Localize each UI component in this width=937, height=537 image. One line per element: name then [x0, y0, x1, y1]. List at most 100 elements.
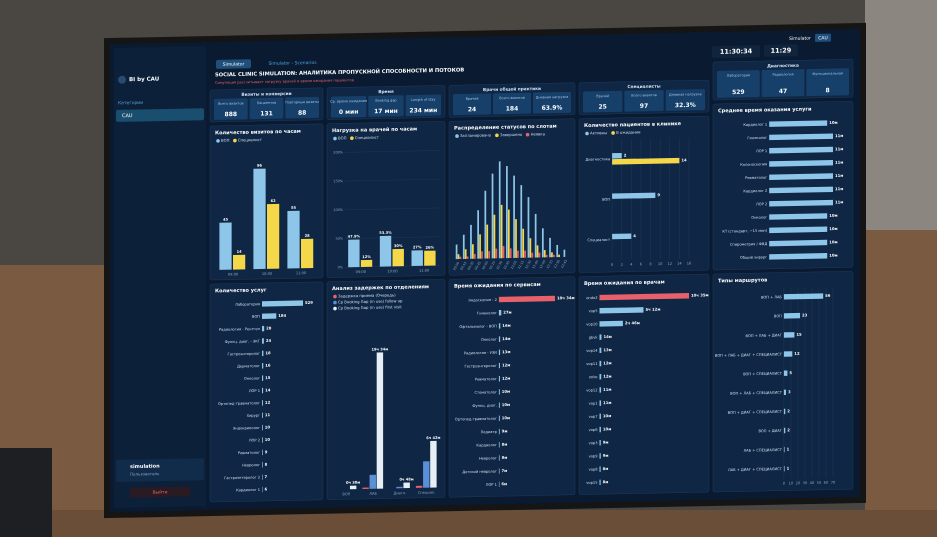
value-label: 16 — [265, 363, 271, 368]
category-label: Ортопед-травматолог — [218, 401, 260, 406]
category-label: Эндоскопия - 2 — [468, 298, 497, 303]
value-label: 10м — [603, 413, 611, 418]
value-label: 12м — [603, 374, 611, 379]
x-tick-label: 60 — [824, 481, 829, 485]
category-label: ВОП + ЛАБ + ДИАГ + СПЕЦИАЛИСТ — [715, 352, 783, 357]
bar — [520, 185, 523, 258]
bar — [464, 249, 467, 259]
x-tick-label: 0 — [783, 482, 786, 486]
value-label: 2ч 46м — [625, 320, 640, 325]
value-label: 10м — [829, 226, 837, 231]
category-label: Кардиолог 1 — [743, 123, 767, 127]
value-label: 5ч 12м — [645, 307, 660, 312]
bar — [488, 251, 491, 259]
value-label: 10м — [829, 213, 837, 218]
value-label: 8м — [603, 479, 609, 484]
x-tick-label: 10:00 — [262, 272, 273, 276]
x-tick-label: 11:30 — [524, 260, 532, 270]
category-label: ВОП — [602, 198, 610, 202]
kpi-card — [493, 92, 531, 115]
bar — [769, 239, 828, 247]
sidebar — [114, 46, 206, 508]
bar — [612, 233, 632, 240]
bar — [769, 253, 828, 260]
value-label: 10м — [829, 253, 837, 258]
bar — [498, 455, 500, 461]
bar — [549, 237, 551, 258]
org-badge — [815, 33, 831, 42]
logo — [118, 75, 126, 84]
logout-button[interactable] — [130, 486, 190, 498]
bar — [545, 254, 548, 258]
legend-swatch — [525, 132, 530, 137]
x-tick-label: 10:15 — [488, 260, 496, 270]
legend-label: Завершено — [500, 132, 523, 137]
grid-line — [345, 178, 440, 182]
bar — [262, 449, 263, 456]
category-label: Дерматолог — [237, 364, 260, 368]
tab[interactable]: Simulator — [223, 61, 245, 67]
value-label: 56 — [825, 293, 831, 298]
nav-item[interactable] — [116, 108, 204, 122]
bar — [769, 226, 828, 234]
value-label: 0ч 30м — [346, 481, 360, 485]
kpi-value: 97 — [640, 103, 648, 110]
category-label: Эндокринолог — [233, 426, 260, 431]
value-label: 96 — [257, 164, 263, 168]
category-label: Онколог — [481, 338, 497, 342]
bar — [498, 481, 500, 488]
bar — [498, 295, 555, 303]
bar — [599, 320, 623, 327]
panel-title: Распределение статусов по слотам — [454, 124, 557, 132]
bar — [506, 166, 508, 259]
panel — [209, 281, 324, 503]
category-label: Гастроэнтеролог — [464, 364, 497, 369]
grid-line — [345, 150, 440, 153]
category-label: endo2 — [586, 296, 597, 300]
legend-swatch — [585, 131, 589, 136]
value-label: 11м — [835, 146, 843, 151]
value-label: 7 — [265, 474, 268, 479]
kpi-group-title: Врачи общей практики — [483, 85, 541, 93]
value-label: 12% — [362, 255, 371, 259]
section: Категории — [118, 100, 143, 107]
x-tick-label: 10:00 — [481, 261, 489, 271]
logout-label: Выйти — [152, 488, 167, 495]
bar — [262, 325, 265, 332]
bar — [769, 160, 834, 167]
x-tick-label: 09:45 — [474, 261, 482, 271]
category-label: Ревматолог — [745, 176, 767, 180]
value-label: 184 — [278, 313, 286, 318]
x-tick-label: 09:00 — [228, 272, 239, 276]
value-label: 9 — [265, 449, 268, 454]
tab-active[interactable] — [216, 59, 251, 69]
legend-swatch — [495, 133, 499, 138]
bar — [396, 486, 403, 489]
bar — [376, 352, 384, 489]
bar — [552, 254, 555, 258]
dashboard-subtitle: Симуляция рассчитывает загрузку врачей и… — [215, 78, 354, 85]
value-label: 12 — [265, 400, 271, 405]
category-label: vop10 — [586, 322, 598, 326]
panel — [448, 276, 576, 498]
tab[interactable]: Simulator - Scenarios — [268, 60, 317, 67]
value-label: 0ч 48м — [400, 477, 414, 481]
kpi-group-title: Специалисты — [627, 84, 660, 91]
bar — [349, 485, 357, 490]
value-label: 10м — [502, 402, 510, 407]
value-label: 9м — [603, 440, 609, 445]
value-label: 14м — [603, 334, 611, 339]
category-label: Лаборатория — [235, 302, 260, 306]
bar — [599, 293, 689, 301]
value-label: 15 — [796, 332, 802, 337]
value-label: 53.3% — [379, 231, 392, 235]
kpi-label: Length of stay — [411, 98, 435, 102]
bar — [262, 412, 263, 418]
value-label: 11м — [603, 400, 611, 405]
bar — [507, 209, 510, 259]
bar — [599, 466, 601, 472]
bar — [262, 474, 263, 480]
value-label: 3 — [788, 389, 791, 394]
bar — [563, 249, 566, 257]
bar — [599, 360, 602, 367]
